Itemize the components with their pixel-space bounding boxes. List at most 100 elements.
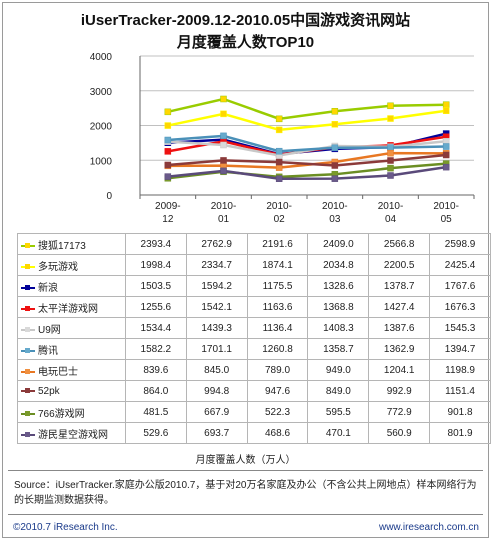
data-label: 789.0 xyxy=(246,359,309,381)
legend-label: 多玩游戏 xyxy=(38,261,78,273)
table-row: 新浪 1503.5 1594.2 1175.5 1328.6 1378.7 1767.6 xyxy=(17,275,491,297)
x-tick-label: 02 xyxy=(274,214,286,225)
data-point xyxy=(275,115,283,123)
data-label: 1260.8 xyxy=(246,338,309,360)
table-row: 766游戏网 481.5 667.9 522.3 595.5 772.9 901.8 xyxy=(17,401,491,423)
data-label: 845.0 xyxy=(185,359,248,381)
data-label: 2034.8 xyxy=(307,254,370,276)
data-point xyxy=(275,175,283,182)
x-tick-label: 2010- xyxy=(211,201,237,212)
data-label: 1387.6 xyxy=(368,317,431,339)
data-point xyxy=(387,157,394,164)
data-label: 2598.9 xyxy=(429,233,491,255)
data-label: 1394.7 xyxy=(429,338,491,360)
data-label: 2334.7 xyxy=(185,254,248,276)
data-point xyxy=(220,141,227,149)
data-point xyxy=(387,115,394,122)
legend-label: 搜狐17173 xyxy=(38,240,86,252)
data-point xyxy=(442,107,450,114)
data-label: 1136.4 xyxy=(246,317,309,339)
legend-cell: 766游戏网 xyxy=(17,401,126,423)
data-label: 1676.3 xyxy=(429,296,491,318)
source-note: Source：iUserTracker.家庭办公版2010.7，基于对20万名家… xyxy=(14,480,477,506)
data-point xyxy=(387,144,394,151)
legend-label: U9网 xyxy=(38,324,61,336)
y-tick-label: 0 xyxy=(106,191,112,202)
data-label: 1767.6 xyxy=(429,275,491,297)
data-label: 667.9 xyxy=(185,401,248,423)
table-row: 搜狐17173 2393.4 2762.9 2191.6 2409.0 2566.8 259… xyxy=(17,233,491,255)
data-label: 801.9 xyxy=(429,422,491,444)
data-point xyxy=(387,102,394,110)
data-label: 839.6 xyxy=(124,359,187,381)
data-point xyxy=(331,175,339,182)
data-point xyxy=(220,157,227,164)
legend-cell: 电玩巴士 xyxy=(17,359,126,381)
data-table: 搜狐17173 2393.4 2762.9 2191.6 2409.0 2566.8 259… xyxy=(17,233,491,444)
data-point xyxy=(220,132,227,140)
x-tick-label: 01 xyxy=(218,214,230,225)
data-label: 1362.9 xyxy=(368,338,431,360)
series-line xyxy=(167,109,447,132)
data-point xyxy=(275,147,283,155)
legend-swatch xyxy=(21,305,35,311)
series-line xyxy=(167,140,447,157)
data-point xyxy=(164,136,172,144)
data-label: 693.7 xyxy=(185,422,248,444)
data-label: 901.8 xyxy=(429,401,491,423)
data-point xyxy=(220,95,227,103)
data-label: 864.0 xyxy=(124,380,187,402)
data-label: 992.9 xyxy=(368,380,431,402)
series-line xyxy=(167,97,447,121)
data-label: 595.5 xyxy=(307,401,370,423)
legend-swatch xyxy=(21,387,35,393)
footer-website[interactable]: www.iresearch.com.cn xyxy=(378,522,479,533)
data-point xyxy=(442,163,450,171)
data-label: 1998.4 xyxy=(124,254,187,276)
data-point xyxy=(387,164,394,172)
table-row: 多玩游戏 1998.4 2334.7 1874.1 2034.8 2200.5 2425.4 xyxy=(17,254,491,276)
x-tick-label: 03 xyxy=(329,214,341,225)
x-axis-label: 月度覆盖人数（万人） xyxy=(195,455,296,466)
legend-cell: 腾讯 xyxy=(17,338,126,360)
data-point xyxy=(442,101,450,108)
data-point xyxy=(442,151,450,159)
data-label: 1151.4 xyxy=(429,380,491,402)
data-point xyxy=(275,158,283,166)
line-chart: 0 1000 2000 3000 4000 2009- 12 2010- 01 2010- 02 20… xyxy=(90,52,475,225)
data-point xyxy=(275,164,283,171)
data-label: 1594.2 xyxy=(185,275,248,297)
chart-title-line1: iUserTracker-2009.12-2010.05中国游戏资讯网站 xyxy=(80,12,411,29)
data-label: 1255.6 xyxy=(124,296,187,318)
data-label: 2409.0 xyxy=(307,233,370,255)
series-line xyxy=(167,153,447,167)
data-label: 468.6 xyxy=(246,422,309,444)
legend-cell: 游民星空游戏网 xyxy=(17,422,126,444)
legend-swatch xyxy=(21,410,35,416)
legend-cell: 多玩游戏 xyxy=(17,254,126,276)
data-point xyxy=(331,162,339,169)
data-label: 1328.6 xyxy=(307,275,370,297)
legend-cell: 新浪 xyxy=(17,275,126,297)
legend-label: 52pk xyxy=(38,385,60,397)
series-line xyxy=(167,165,447,180)
x-tick-label: 04 xyxy=(385,214,397,225)
data-label: 1427.4 xyxy=(368,296,431,318)
legend-label: 太平洋游戏网 xyxy=(38,303,98,315)
legend-swatch xyxy=(21,368,35,374)
data-label: 1378.7 xyxy=(368,275,431,297)
data-label: 1198.9 xyxy=(429,359,491,381)
table-row: 52pk 864.0 994.8 947.6 849.0 992.9 1151.4 xyxy=(17,380,491,402)
data-label: 2425.4 xyxy=(429,254,491,276)
y-tick-label: 3000 xyxy=(90,87,113,98)
table-row: 电玩巴士 839.6 845.0 789.0 949.0 1204.1 1198.9 xyxy=(17,359,491,381)
data-point xyxy=(164,108,172,116)
series-line xyxy=(167,134,447,153)
table-row: 游民星空游戏网 529.6 693.7 468.6 470.1 560.9 801.9 xyxy=(17,422,491,444)
data-label: 1163.6 xyxy=(246,296,309,318)
data-label: 1358.7 xyxy=(307,338,370,360)
data-point xyxy=(275,126,283,134)
legend-label: 电玩巴士 xyxy=(38,366,78,378)
x-tick-label: 05 xyxy=(441,214,453,225)
x-tick-label: 2010- xyxy=(322,201,348,212)
